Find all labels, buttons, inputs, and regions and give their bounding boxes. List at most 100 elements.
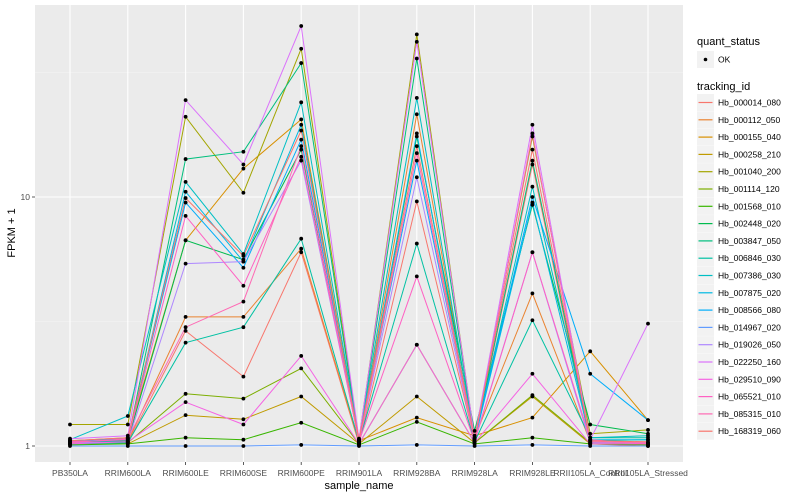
data-point-Hb_014967_020 [414, 443, 419, 447]
legend-label: Hb_022250_160 [718, 357, 781, 367]
data-point-Hb_006846_030 [414, 241, 419, 246]
legend-item: Hb_008566_080 [697, 301, 781, 319]
legend-quant-title: quant_status [697, 36, 760, 48]
data-point-Hb_168319_060 [472, 436, 477, 441]
y-axis-title: FPKM + 1 [6, 208, 18, 257]
data-point-Hb_022250_160 [530, 122, 535, 127]
x-tick-label: RRIM901LA [336, 468, 383, 478]
legend-label: Hb_007386_030 [718, 271, 781, 281]
legend-label: Hb_001568_010 [718, 201, 781, 211]
legend-quant-status: quant_status OK [697, 36, 760, 68]
legend-label: Hb_006846_030 [718, 253, 781, 263]
data-point-Hb_000112_050 [299, 246, 304, 251]
data-point-Hb_168319_060 [68, 438, 72, 443]
data-point-Hb_168319_060 [588, 438, 593, 443]
data-point-Hb_000014_080 [299, 250, 304, 255]
data-point-Hb_000014_080 [183, 328, 188, 333]
data-point-Hb_007875_020 [414, 131, 419, 136]
data-point-Hb_065521_010 [241, 283, 246, 288]
data-point-Hb_003847_050 [241, 149, 246, 154]
data-point-Hb_001040_200 [125, 422, 130, 427]
data-point-Hb_008566_080 [646, 418, 650, 423]
data-point-Hb_000014_080 [414, 199, 419, 204]
data-point-Hb_007875_020 [530, 200, 535, 205]
data-point-Hb_029510_090 [299, 354, 304, 358]
data-point-Hb_000258_210 [183, 413, 188, 418]
x-axis-title: sample_name [324, 480, 393, 492]
data-point-Hb_085315_010 [183, 325, 188, 330]
data-point-Hb_002448_020 [588, 422, 593, 427]
data-point-Hb_000014_080 [530, 162, 535, 167]
data-point-Hb_001040_200 [646, 428, 650, 432]
data-point-Hb_168319_060 [357, 437, 361, 442]
legend-label: Hb_065521_010 [718, 392, 781, 402]
data-point-Hb_014967_020 [241, 444, 246, 448]
data-point-Hb_006846_030 [530, 318, 535, 323]
legend-item: Hb_000014_080 [697, 94, 781, 111]
data-point-Hb_000112_050 [241, 314, 246, 319]
data-point-Hb_065521_010 [183, 213, 188, 218]
data-point-Hb_014967_020 [299, 443, 304, 447]
data-point-Hb_019026_050 [414, 175, 419, 180]
data-point-Hb_168319_060 [183, 196, 188, 200]
legend-item: Hb_014967_020 [697, 318, 781, 336]
data-point-Hb_000112_050 [414, 112, 419, 117]
data-point-Hb_022250_160 [646, 321, 650, 326]
data-point-Hb_014967_020 [125, 444, 130, 448]
legend-label: Hb_000014_080 [718, 98, 781, 108]
data-point-Hb_022250_160 [183, 98, 188, 102]
data-point-Hb_085315_010 [530, 131, 535, 136]
data-point-Hb_014967_020 [183, 444, 188, 448]
data-point-Hb_001114_120 [183, 391, 188, 396]
data-point-Hb_008566_080 [299, 137, 304, 142]
legend-item: Hb_001114_120 [697, 180, 780, 198]
x-tick-label: RRIM600SE [220, 468, 268, 478]
data-point-Hb_008566_080 [588, 371, 593, 376]
x-tick-label: RRIM928LE [509, 468, 556, 478]
legend-item: Hb_019026_050 [697, 336, 781, 354]
x-tick-label: RRII105LA_Stressed [608, 468, 688, 478]
x-tick-label: RRIM928LA [451, 468, 498, 478]
legend-label: Hb_000258_210 [718, 149, 781, 159]
data-point-Hb_007386_030 [183, 179, 188, 184]
data-point-Hb_014967_020 [472, 444, 477, 448]
x-tick-label: PB350LA [52, 468, 88, 478]
legend-item: Hb_029510_090 [697, 370, 781, 388]
y-axis: 1 10 [21, 192, 35, 451]
data-point-Hb_001114_120 [530, 393, 535, 398]
legend-item: Hb_007386_030 [697, 267, 781, 284]
legend-label: Hb_085315_010 [718, 409, 781, 419]
data-point-Hb_001568_010 [414, 419, 419, 424]
data-point-Hb_003847_050 [530, 158, 535, 163]
legend-label: Hb_007875_020 [718, 288, 781, 298]
data-point-Hb_085315_010 [472, 439, 477, 444]
data-point-Hb_168319_060 [299, 128, 304, 133]
legend-label: Hb_000112_050 [718, 115, 781, 125]
legend-item: Hb_085315_010 [697, 405, 781, 423]
data-point-Hb_002448_020 [414, 134, 419, 139]
data-point-Hb_003847_050 [414, 56, 419, 61]
x-tick-label: RRIM600PE [278, 468, 326, 478]
data-point-Hb_022250_160 [241, 162, 246, 167]
legend-item: Hb_168319_060 [697, 422, 781, 440]
data-point-Hb_168319_060 [414, 144, 419, 149]
data-point-Hb_001568_010 [183, 435, 188, 440]
legend-item: Hb_002448_020 [697, 215, 781, 233]
data-point-Hb_168319_060 [646, 439, 650, 444]
data-point-Hb_002448_020 [183, 238, 188, 243]
legend-label: Hb_001114_120 [718, 184, 780, 194]
data-point-Hb_001114_120 [299, 366, 304, 371]
data-point-Hb_007386_030 [125, 414, 130, 418]
data-point-Hb_002448_020 [299, 147, 304, 152]
data-point-Hb_000155_040 [414, 415, 419, 420]
data-point-Hb_000258_210 [241, 417, 246, 422]
data-point-Hb_168319_060 [530, 147, 535, 152]
data-point-Hb_029510_090 [414, 342, 419, 347]
data-point-Hb_001040_200 [299, 46, 304, 51]
legend-item: Hb_022250_160 [697, 353, 781, 371]
x-tick-label: RRIM600LA [105, 468, 152, 478]
data-point-Hb_001040_200 [241, 190, 246, 195]
legend-item: Hb_003847_050 [697, 232, 781, 250]
data-point-Hb_006846_030 [183, 340, 188, 345]
